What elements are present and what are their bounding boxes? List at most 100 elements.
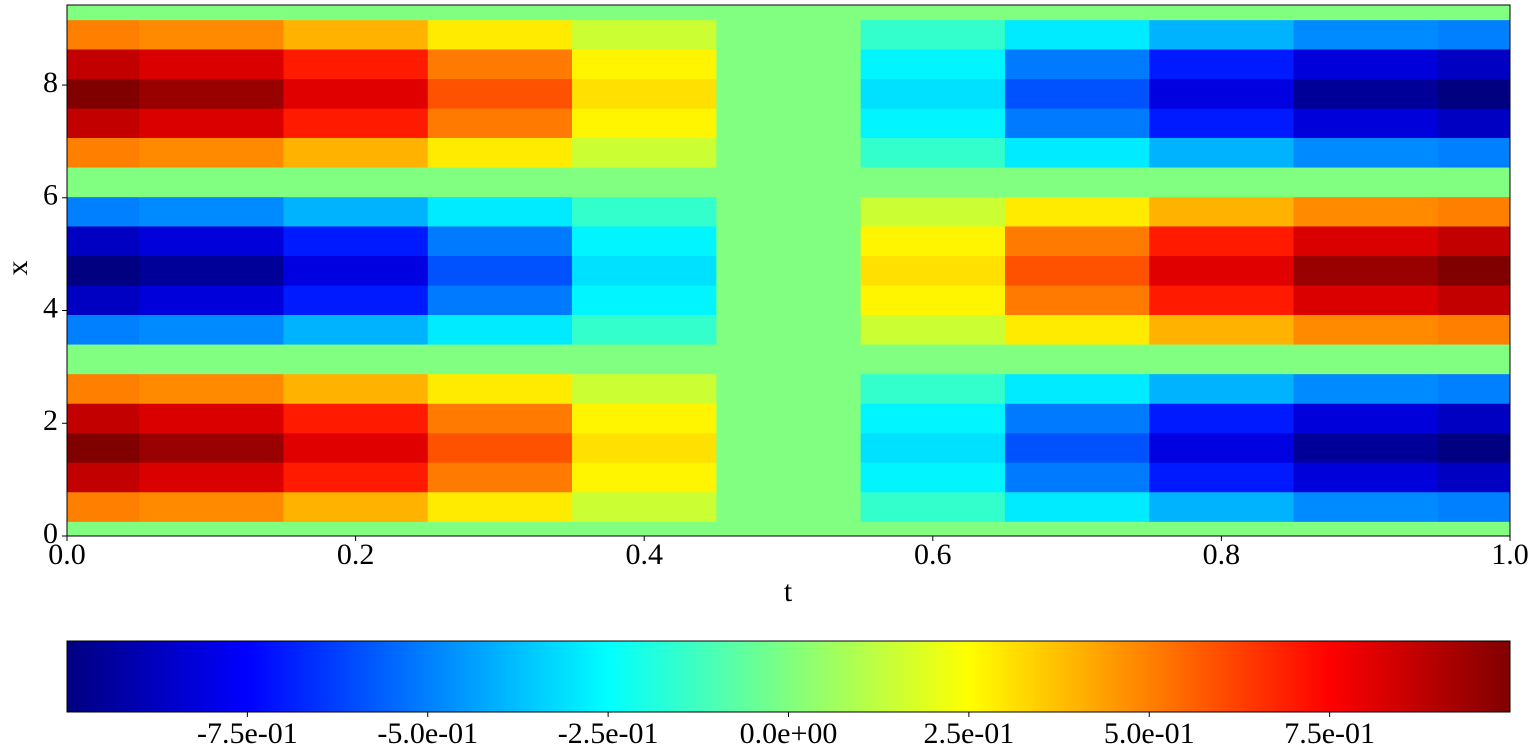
heatmap-cell [716, 196, 862, 227]
heatmap-cell [1293, 255, 1439, 286]
heatmap-cell [1004, 108, 1150, 138]
heatmap-cell [1437, 167, 1511, 198]
heatmap-cell [283, 48, 429, 80]
heatmap-cell [67, 48, 140, 80]
heatmap-cell [139, 78, 284, 109]
heatmap-cell [283, 108, 429, 138]
heatmap-cell [1437, 285, 1511, 315]
colorbar-tick-label: 2.5e-01 [923, 717, 1014, 750]
heatmap-cell [572, 137, 717, 168]
heatmap-cell [1437, 225, 1511, 257]
heatmap-cell [860, 344, 1006, 375]
heatmap-cell [572, 225, 717, 257]
heatmap-cell [1293, 373, 1439, 404]
heatmap-cell [427, 48, 573, 80]
heatmap-cell [1149, 5, 1295, 21]
heatmap-cell [1293, 344, 1439, 375]
heatmap-cell [283, 167, 429, 198]
heatmap-cell [139, 137, 284, 168]
heatmap-cell [67, 491, 140, 522]
heatmap-cell [1004, 432, 1150, 463]
colorbar-tick-label: 5.0e-01 [1104, 717, 1195, 750]
heatmap-cell [860, 5, 1006, 21]
heatmap-cell [1437, 5, 1511, 21]
heatmap-cell [427, 285, 573, 315]
heatmap-cell [716, 344, 862, 375]
heatmap-cell [572, 78, 717, 109]
heatmap-cell [283, 462, 429, 493]
heatmap-cell [1149, 108, 1295, 138]
heatmap-cell [860, 521, 1006, 537]
heatmap-cell [860, 314, 1006, 345]
heatmap-cell [1437, 521, 1511, 537]
heatmap-cell [1004, 19, 1150, 50]
heatmap-cell [283, 137, 429, 168]
heatmap-cell [427, 521, 573, 537]
heatmap-cell [1149, 373, 1295, 404]
heatmap-cell [427, 255, 573, 286]
heatmap-cell [572, 432, 717, 463]
heatmap-cell [860, 373, 1006, 404]
heatmap-cell [1437, 373, 1511, 404]
heatmap-cell [67, 373, 140, 404]
heatmap-cell [1004, 137, 1150, 168]
heatmap-cell [139, 108, 284, 138]
heatmap-cell [1293, 491, 1439, 522]
heatmap-cell [139, 491, 284, 522]
heatmap-cell [860, 462, 1006, 493]
heatmap-cell [139, 314, 284, 345]
heatmap-cell [139, 403, 284, 434]
heatmap-cell [1437, 196, 1511, 227]
heatmap-cell [1004, 225, 1150, 257]
heatmap-cell [1437, 78, 1511, 109]
heatmap-cell [1149, 285, 1295, 315]
heatmap-cell [1004, 285, 1150, 315]
heatmap-cell [716, 225, 862, 257]
heatmap-cell [572, 314, 717, 345]
heatmap-cell [1293, 314, 1439, 345]
heatmap-cell [1437, 432, 1511, 463]
heatmap-cell [572, 521, 717, 537]
heatmap-cell [67, 167, 140, 198]
heatmap-cell [572, 285, 717, 315]
colorbar-tick-label: -7.5e-01 [197, 717, 298, 750]
heatmap-cell [283, 225, 429, 257]
heatmap-cell [1004, 167, 1150, 198]
heatmap-cell [283, 285, 429, 315]
heatmap-cell [1437, 137, 1511, 168]
heatmap-cell [1149, 462, 1295, 493]
heatmap-cell [139, 432, 284, 463]
heatmap-cell [1437, 403, 1511, 434]
heatmap-cell [1437, 255, 1511, 286]
heatmap-cell [283, 403, 429, 434]
heatmap-cell [1293, 48, 1439, 80]
heatmap-cell [716, 255, 862, 286]
heatmap-cell [1004, 196, 1150, 227]
heatmap-cell [427, 19, 573, 50]
heatmap-cell [716, 19, 862, 50]
heatmap-cell [67, 314, 140, 345]
heatmap-cell [1149, 491, 1295, 522]
heatmap-cell [283, 196, 429, 227]
y-axis-label: x [1, 261, 34, 276]
heatmap-cell [1293, 108, 1439, 138]
heatmap-cell [1149, 314, 1295, 345]
x-tick-label: 0.4 [625, 538, 663, 571]
heatmap-cell [67, 462, 140, 493]
heatmap-cell [716, 108, 862, 138]
heatmap-cell [427, 167, 573, 198]
heatmap-cell [1293, 432, 1439, 463]
heatmap-cell [1149, 19, 1295, 50]
heatmap-cell [716, 167, 862, 198]
heatmap-cell [427, 137, 573, 168]
x-tick-label: 0.8 [1203, 538, 1241, 571]
y-tick-label: 0 [43, 517, 58, 550]
heatmap-cell [860, 19, 1006, 50]
heatmap-cell [139, 19, 284, 50]
heatmap-cell [716, 314, 862, 345]
heatmap-cell [67, 196, 140, 227]
plot-frame [66, 4, 1511, 537]
heatmap-cell [1437, 48, 1511, 80]
heatmap-cell [572, 5, 717, 21]
heatmap-cell [67, 19, 140, 50]
